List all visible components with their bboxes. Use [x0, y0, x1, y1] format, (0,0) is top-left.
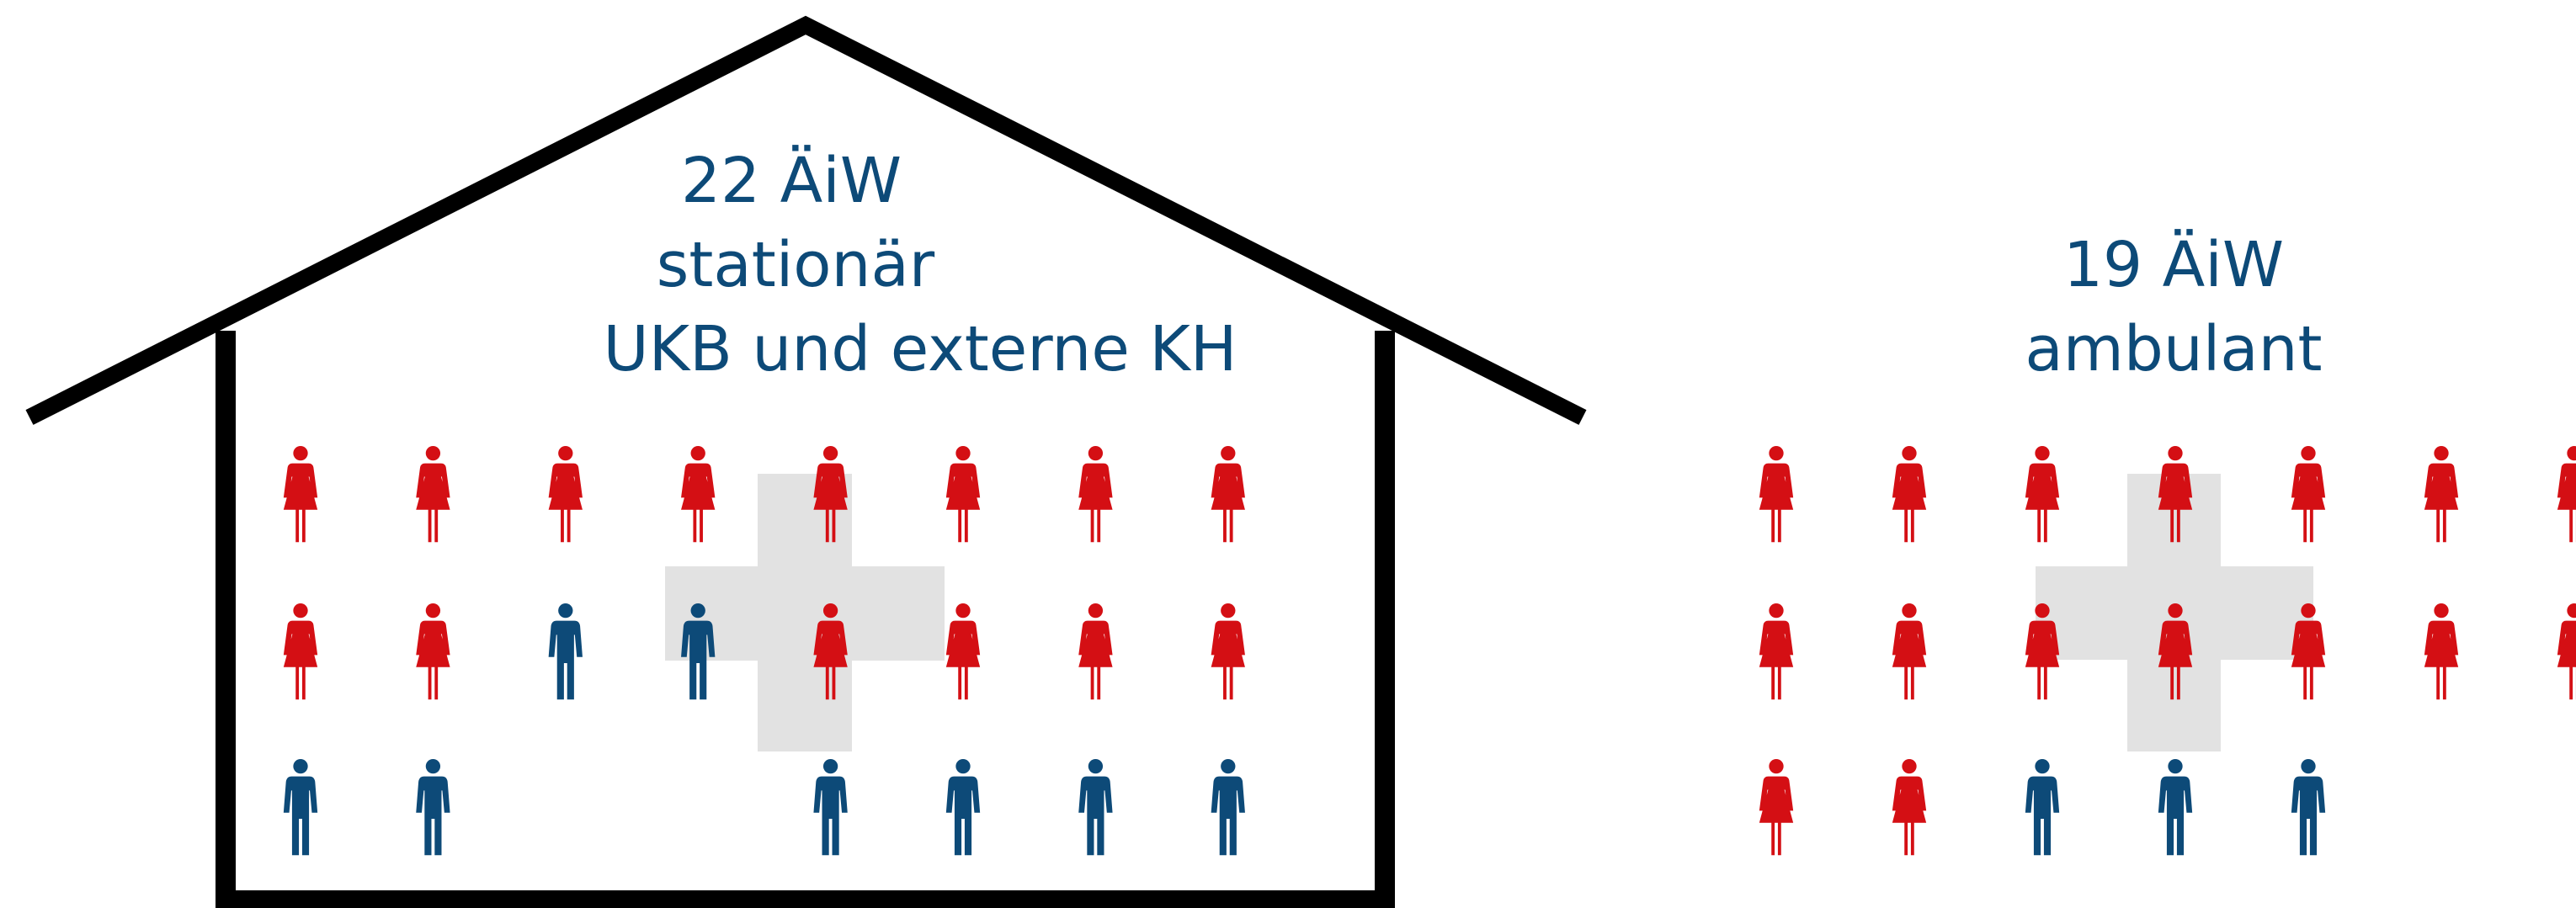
male-person-icon — [2025, 758, 2060, 856]
house-roof — [25, 15, 1587, 425]
female-person-icon — [1892, 758, 1927, 856]
female-person-icon — [2557, 445, 2576, 543]
house-outline — [25, 15, 1587, 908]
male-person-icon — [1211, 758, 1245, 856]
hospital-cross-icon — [665, 474, 945, 751]
female-person-icon — [681, 445, 716, 543]
male-person-icon — [283, 758, 318, 856]
stationaer-location-label: UKB und externe KH — [603, 313, 1237, 385]
female-person-icon — [283, 445, 318, 543]
ambulant-type-label: ambulant — [2025, 313, 2322, 385]
female-person-icon — [283, 603, 318, 700]
female-person-icon — [1759, 445, 1794, 543]
male-person-icon — [416, 758, 450, 856]
female-person-icon — [416, 603, 450, 700]
male-person-icon — [1078, 758, 1113, 856]
female-person-icon — [2557, 603, 2576, 700]
stationaer-count-label: 22 ÄiW — [681, 144, 902, 217]
house-walls — [216, 331, 1395, 908]
female-person-icon — [1892, 445, 1927, 543]
female-person-icon — [2424, 603, 2459, 700]
female-person-icon — [1759, 758, 1794, 856]
stationaer-type-label: stationär — [657, 229, 935, 301]
female-person-icon — [945, 445, 981, 543]
male-person-icon — [2291, 758, 2326, 856]
ambulant-figures — [1759, 445, 2576, 856]
female-person-icon — [1078, 603, 1113, 700]
male-person-icon — [945, 758, 981, 856]
female-person-icon — [416, 445, 450, 543]
female-person-icon — [1892, 603, 1927, 700]
male-person-icon — [548, 603, 583, 700]
female-person-icon — [2291, 445, 2326, 543]
female-person-icon — [2025, 445, 2060, 543]
female-person-icon — [2424, 445, 2459, 543]
female-person-icon — [1211, 603, 1245, 700]
male-person-icon — [2158, 758, 2193, 856]
female-person-icon — [1211, 445, 1245, 543]
stationaer-group: 22 ÄiW stationär UKB und externe KH — [25, 15, 1587, 908]
ambulant-title: 19 ÄiW ambulant — [2025, 228, 2322, 385]
female-person-icon — [548, 445, 583, 543]
ambulant-group: 19 ÄiW ambulant — [1759, 228, 2576, 856]
female-person-icon — [1078, 445, 1113, 543]
stationaer-title: 22 ÄiW stationär UKB und externe KH — [603, 144, 1237, 385]
male-person-icon — [813, 758, 848, 856]
ambulant-count-label: 19 ÄiW — [2063, 228, 2284, 301]
female-person-icon — [945, 603, 981, 700]
female-person-icon — [1759, 603, 1794, 700]
